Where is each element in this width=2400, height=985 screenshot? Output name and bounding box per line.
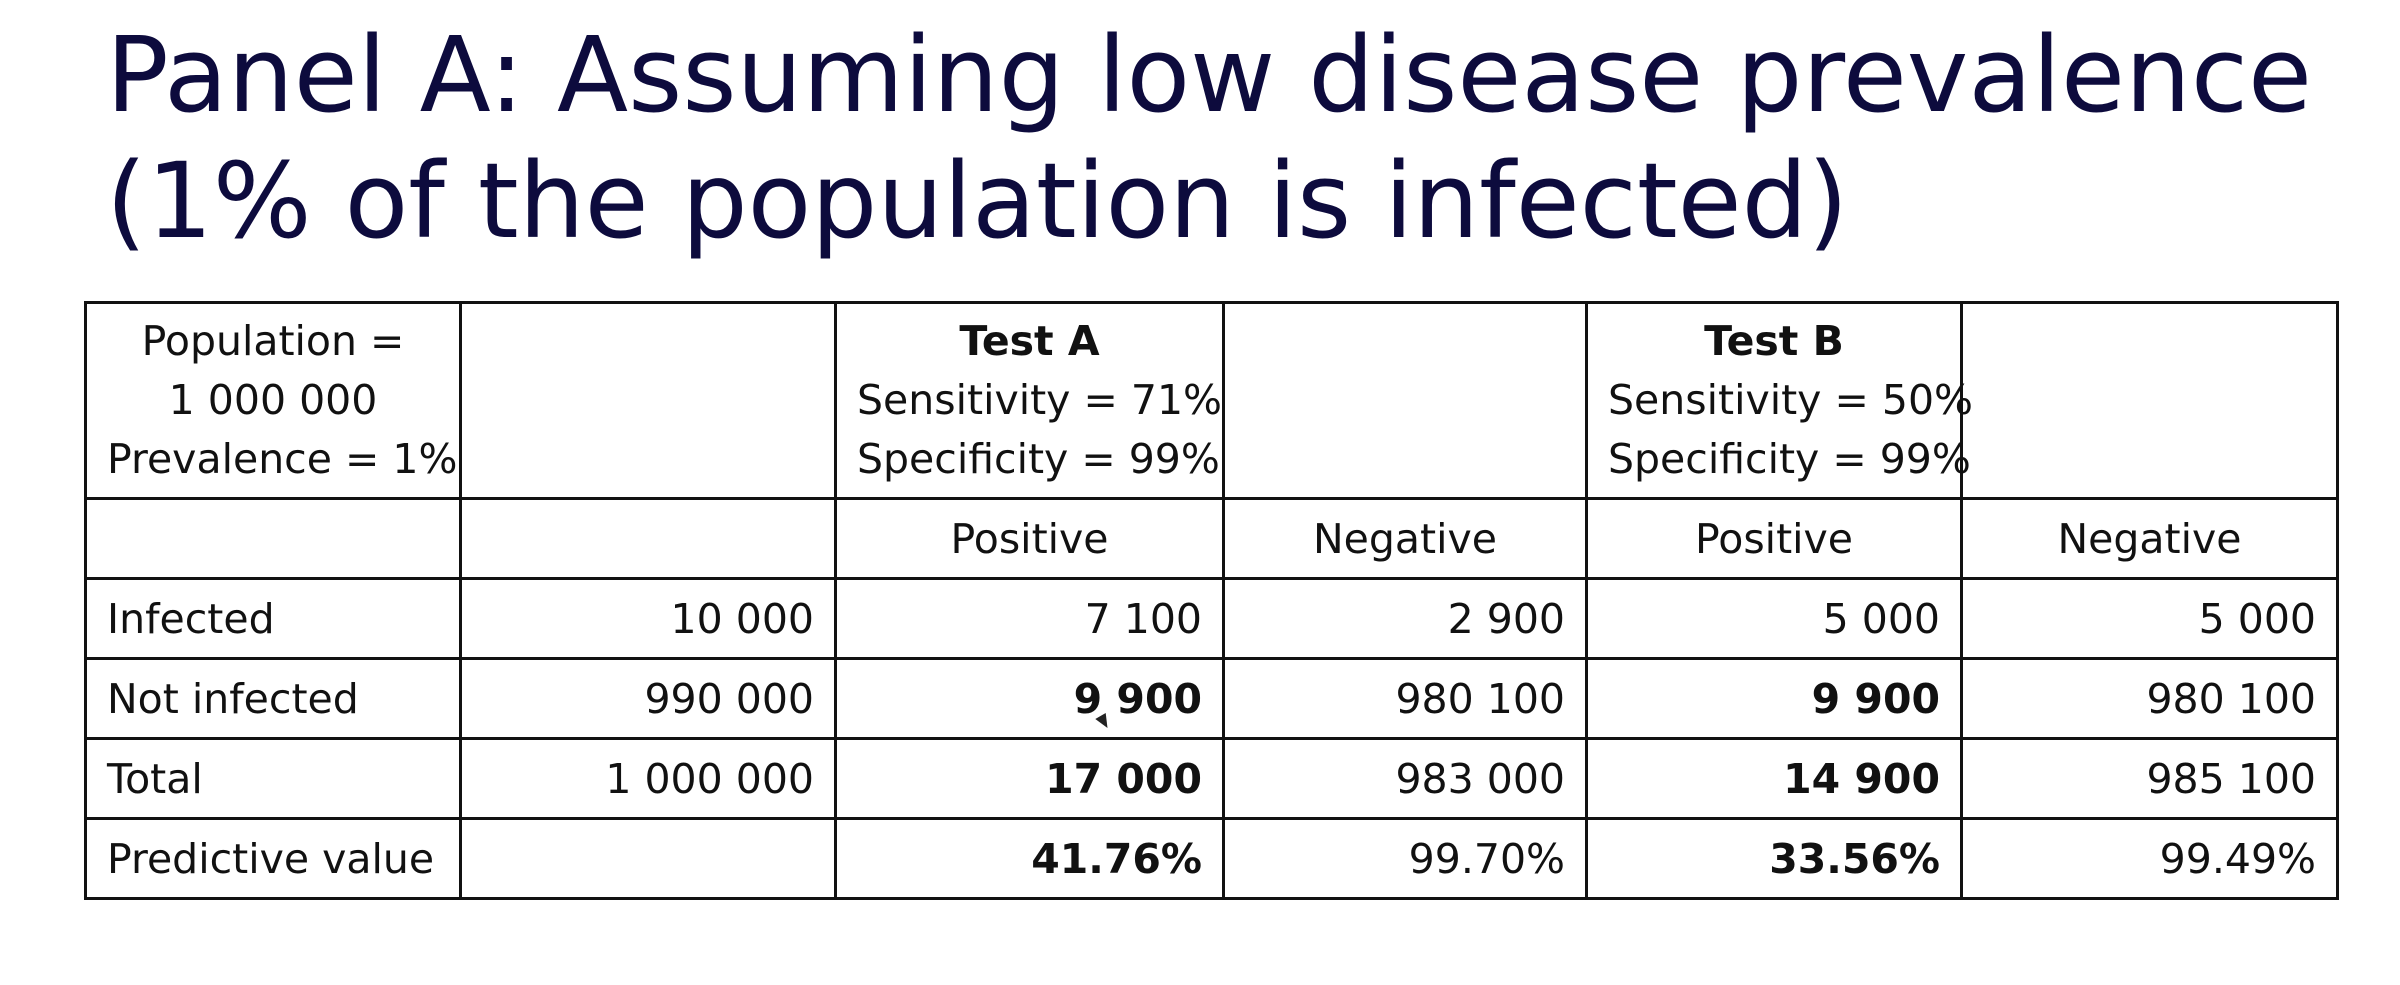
test-b-negative-value: 5 000 [1960, 577, 2339, 660]
population-value: 1 000 000 [168, 376, 378, 424]
test-a-header: Test A Sensitivity = 71% Specificity = 9… [834, 301, 1225, 500]
test-results-table: Population = 1 000 000 Prevalence = 1% T… [84, 301, 2339, 900]
title-line-2: (1% of the population is infected) [106, 140, 1849, 262]
empty-header-cell [459, 301, 837, 500]
population-cell: Population = 1 000 000 Prevalence = 1% [84, 301, 462, 500]
prevalence-label: Prevalence = 1% [107, 435, 458, 483]
empty-header-cell [1960, 301, 2339, 500]
test-a-negative-value: 99.70% [1222, 817, 1588, 900]
title-line-1: Panel A: Assuming low disease prevalence [106, 14, 2313, 136]
test-b-positive-value: 33.56% [1585, 817, 1963, 900]
test-a-name: Test A [959, 317, 1100, 365]
row-total [459, 817, 837, 900]
test-a-positive-value: 7 100 [834, 577, 1225, 660]
row-total: 10 000 [459, 577, 837, 660]
empty-subheader-cell [459, 497, 837, 580]
row-label: Not infected [84, 657, 462, 740]
test-a-sensitivity: Sensitivity = 71% [857, 376, 1222, 424]
test-a-negative-value: 983 000 [1222, 737, 1588, 820]
page-title: Panel A: Assuming low disease prevalence… [106, 12, 2312, 264]
population-label: Population = [141, 317, 405, 365]
test-b-negative-header: Negative [1960, 497, 2339, 580]
row-label: Infected [84, 577, 462, 660]
table-row-infected: Infected 10 000 7 100 2 900 5 000 5 000 [84, 577, 2339, 660]
test-b-positive-value: 9 900 [1585, 657, 1963, 740]
row-total: 990 000 [459, 657, 837, 740]
table-header-row: Population = 1 000 000 Prevalence = 1% T… [84, 301, 2339, 500]
test-a-negative-header: Negative [1222, 497, 1588, 580]
test-b-header: Test B Sensitivity = 50% Specificity = 9… [1585, 301, 1973, 500]
table-row-predictive-value: Predictive value 41.76% 99.70% 33.56% 99… [84, 817, 2339, 900]
test-b-positive-value: 5 000 [1585, 577, 1963, 660]
row-label: Predictive value [84, 817, 462, 900]
test-b-positive-header: Positive [1585, 497, 1963, 580]
table-subheader-row: Positive Negative Positive Negative [84, 497, 2339, 580]
test-b-name: Test B [1704, 317, 1844, 365]
test-b-sensitivity: Sensitivity = 50% [1608, 376, 1973, 424]
row-label: Total [84, 737, 462, 820]
row-total: 1 000 000 [459, 737, 837, 820]
empty-subheader-cell [84, 497, 462, 580]
test-b-negative-value: 985 100 [1960, 737, 2339, 820]
test-a-positive-value: 41.76% [834, 817, 1225, 900]
test-a-positive-header: Positive [834, 497, 1225, 580]
test-a-negative-value: 2 900 [1222, 577, 1588, 660]
test-b-negative-value: 99.49% [1960, 817, 2339, 900]
test-a-positive-value: 17 000 [834, 737, 1225, 820]
table-row-total: Total 1 000 000 17 000 983 000 14 900 98… [84, 737, 2339, 820]
test-b-specificity: Specificity = 99% [1608, 435, 1971, 483]
test-a-positive-value: 9 900 [834, 657, 1225, 740]
test-b-positive-value: 14 900 [1585, 737, 1963, 820]
test-a-specificity: Specificity = 99% [857, 435, 1220, 483]
table-row-not-infected: Not infected 990 000 9 900 980 100 9 900… [84, 657, 2339, 740]
test-a-negative-value: 980 100 [1222, 657, 1588, 740]
empty-header-cell [1222, 301, 1588, 500]
test-b-negative-value: 980 100 [1960, 657, 2339, 740]
